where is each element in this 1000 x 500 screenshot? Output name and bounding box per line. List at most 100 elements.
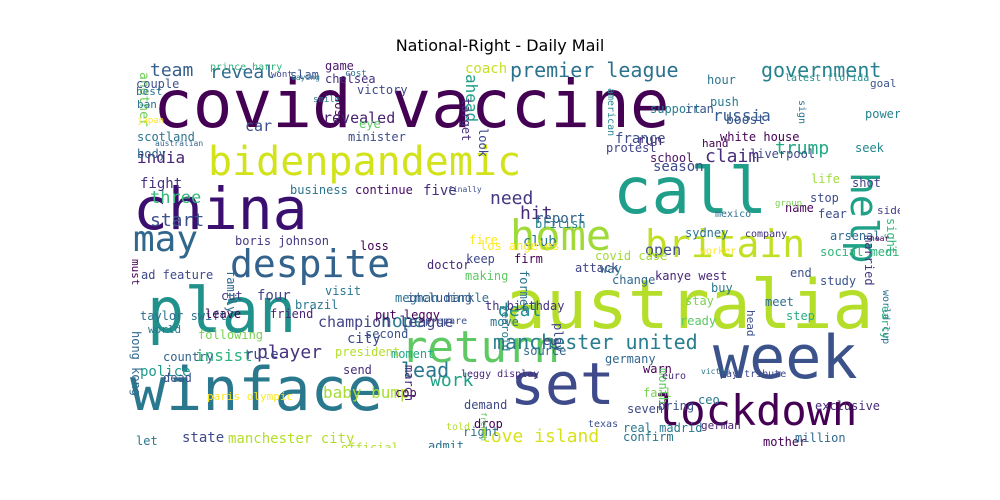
cloud-word: winface <box>130 355 383 425</box>
cloud-word: trump <box>775 138 830 159</box>
cloud-word: french <box>479 412 488 441</box>
cloud-word: white house <box>720 130 800 144</box>
cloud-word: keep <box>466 252 495 266</box>
cloud-word: country <box>163 350 214 364</box>
cloud-word: pay tribute <box>720 369 787 380</box>
cloud-word: police <box>140 364 191 380</box>
cloud-word: million <box>795 431 846 445</box>
cloud-word: manchester city <box>228 431 355 447</box>
cloud-word: britain <box>645 222 806 266</box>
cloud-word: chelsea <box>325 72 376 86</box>
cloud-word: exclusive <box>815 399 881 413</box>
cloud-word: lead <box>401 358 450 382</box>
cloud-word: hand <box>702 137 729 150</box>
cloud-word: right <box>463 425 500 439</box>
cloud-word: confirm <box>623 430 674 444</box>
cloud-word: stop <box>810 191 839 205</box>
cloud-word: attack <box>575 261 619 275</box>
cloud-word: th birthday <box>485 299 565 313</box>
cloud-word: stay <box>685 294 714 308</box>
cloud-word: source <box>523 344 567 358</box>
cloud-word: warn <box>643 362 672 376</box>
cloud-word: school <box>650 151 694 165</box>
cloud-word: claim <box>705 146 760 167</box>
word-cloud: covid vaccine china winface plan australia se… <box>125 60 900 448</box>
cloud-word: way <box>600 262 622 276</box>
cloud-word: drop <box>474 417 503 431</box>
cloud-word: side <box>877 204 900 217</box>
cloud-word: yearold <box>499 305 512 352</box>
cloud-word: continue <box>355 183 413 197</box>
cloud-word: three <box>150 188 202 208</box>
cloud-word: dead <box>163 371 192 385</box>
cloud-word: start <box>150 210 205 231</box>
cloud-word: plan <box>147 274 297 347</box>
cloud-word: march <box>402 365 416 402</box>
cloud-word: german <box>701 419 741 432</box>
cloud-word: demand <box>464 398 508 412</box>
cloud-word: ceo <box>698 393 720 407</box>
cloud-word: told <box>446 422 471 433</box>
cloud-word: india <box>137 148 186 167</box>
cloud-word: shot <box>852 176 881 190</box>
cloud-word: goal <box>870 77 897 90</box>
cloud-word: visit <box>325 284 362 298</box>
cloud-word: ad feature <box>141 268 214 282</box>
cloud-word: player <box>257 342 323 363</box>
cloud-word: group <box>775 199 803 209</box>
cloud-word: kanye west <box>655 269 728 283</box>
cloud-word: leggy display <box>461 369 540 380</box>
cloud-word: hope <box>381 311 425 332</box>
cloud-word: texas <box>588 419 619 430</box>
cloud-word: real madrid <box>623 421 703 435</box>
cloud-word: hour <box>707 73 736 87</box>
cloud-word: japan <box>137 116 165 126</box>
chart-title: National-Right - Daily Mail <box>395 36 605 55</box>
cloud-word: arsenal <box>830 229 881 243</box>
cloud-word: prepare <box>425 316 468 327</box>
cloud-word: germany <box>605 352 656 366</box>
cloud-word: game <box>325 60 354 73</box>
cloud-word: buy <box>711 281 733 295</box>
cloud-word: iran <box>685 102 714 116</box>
cloud-word: official <box>341 441 399 448</box>
cloud-word: couple <box>136 77 180 91</box>
cloud-word: business <box>290 183 348 197</box>
cloud-word: must <box>129 259 142 286</box>
cloud-word: team <box>150 60 194 81</box>
cloud-word: target <box>459 98 473 142</box>
cloud-word: change <box>612 273 656 287</box>
cloud-word: los angeles <box>480 239 560 253</box>
cloud-word: car <box>245 117 273 135</box>
cloud-word: deal <box>498 300 542 321</box>
cloud-word: china <box>133 175 308 243</box>
cloud-word: seek <box>855 141 884 155</box>
cloud-word: social medium <box>820 245 900 259</box>
cloud-word: insist <box>195 346 253 365</box>
cloud-word: report <box>535 211 586 227</box>
cloud-word: name <box>785 201 814 215</box>
cloud-word: president <box>335 345 401 359</box>
cloud-word: move <box>490 315 519 329</box>
cloud-word: company <box>745 229 788 240</box>
cloud-word: protest <box>606 141 657 155</box>
cloud-word: france <box>615 131 666 147</box>
cloud-word: despite <box>230 242 391 286</box>
cloud-word: paris olympic <box>207 390 294 403</box>
cloud-word: leave <box>205 307 242 321</box>
cloud-word: fail <box>643 386 672 400</box>
cloud-word: australia <box>505 266 874 345</box>
cloud-word: former <box>517 270 531 314</box>
cloud-word: sydney <box>685 226 729 240</box>
cloud-word: taylor swift <box>140 309 227 323</box>
cloud-word: wont <box>271 70 293 80</box>
cloud-word: bring <box>658 399 695 413</box>
cloud-word: fear <box>818 207 847 221</box>
cloud-word: victory <box>357 83 408 97</box>
cloud-word: ready <box>680 314 717 328</box>
cloud-word: study <box>820 274 857 288</box>
cloud-word: covid case <box>595 249 668 263</box>
cloud-word: let <box>136 434 158 448</box>
cloud-word: sign <box>796 100 807 125</box>
cloud-word: scotland <box>137 130 195 144</box>
